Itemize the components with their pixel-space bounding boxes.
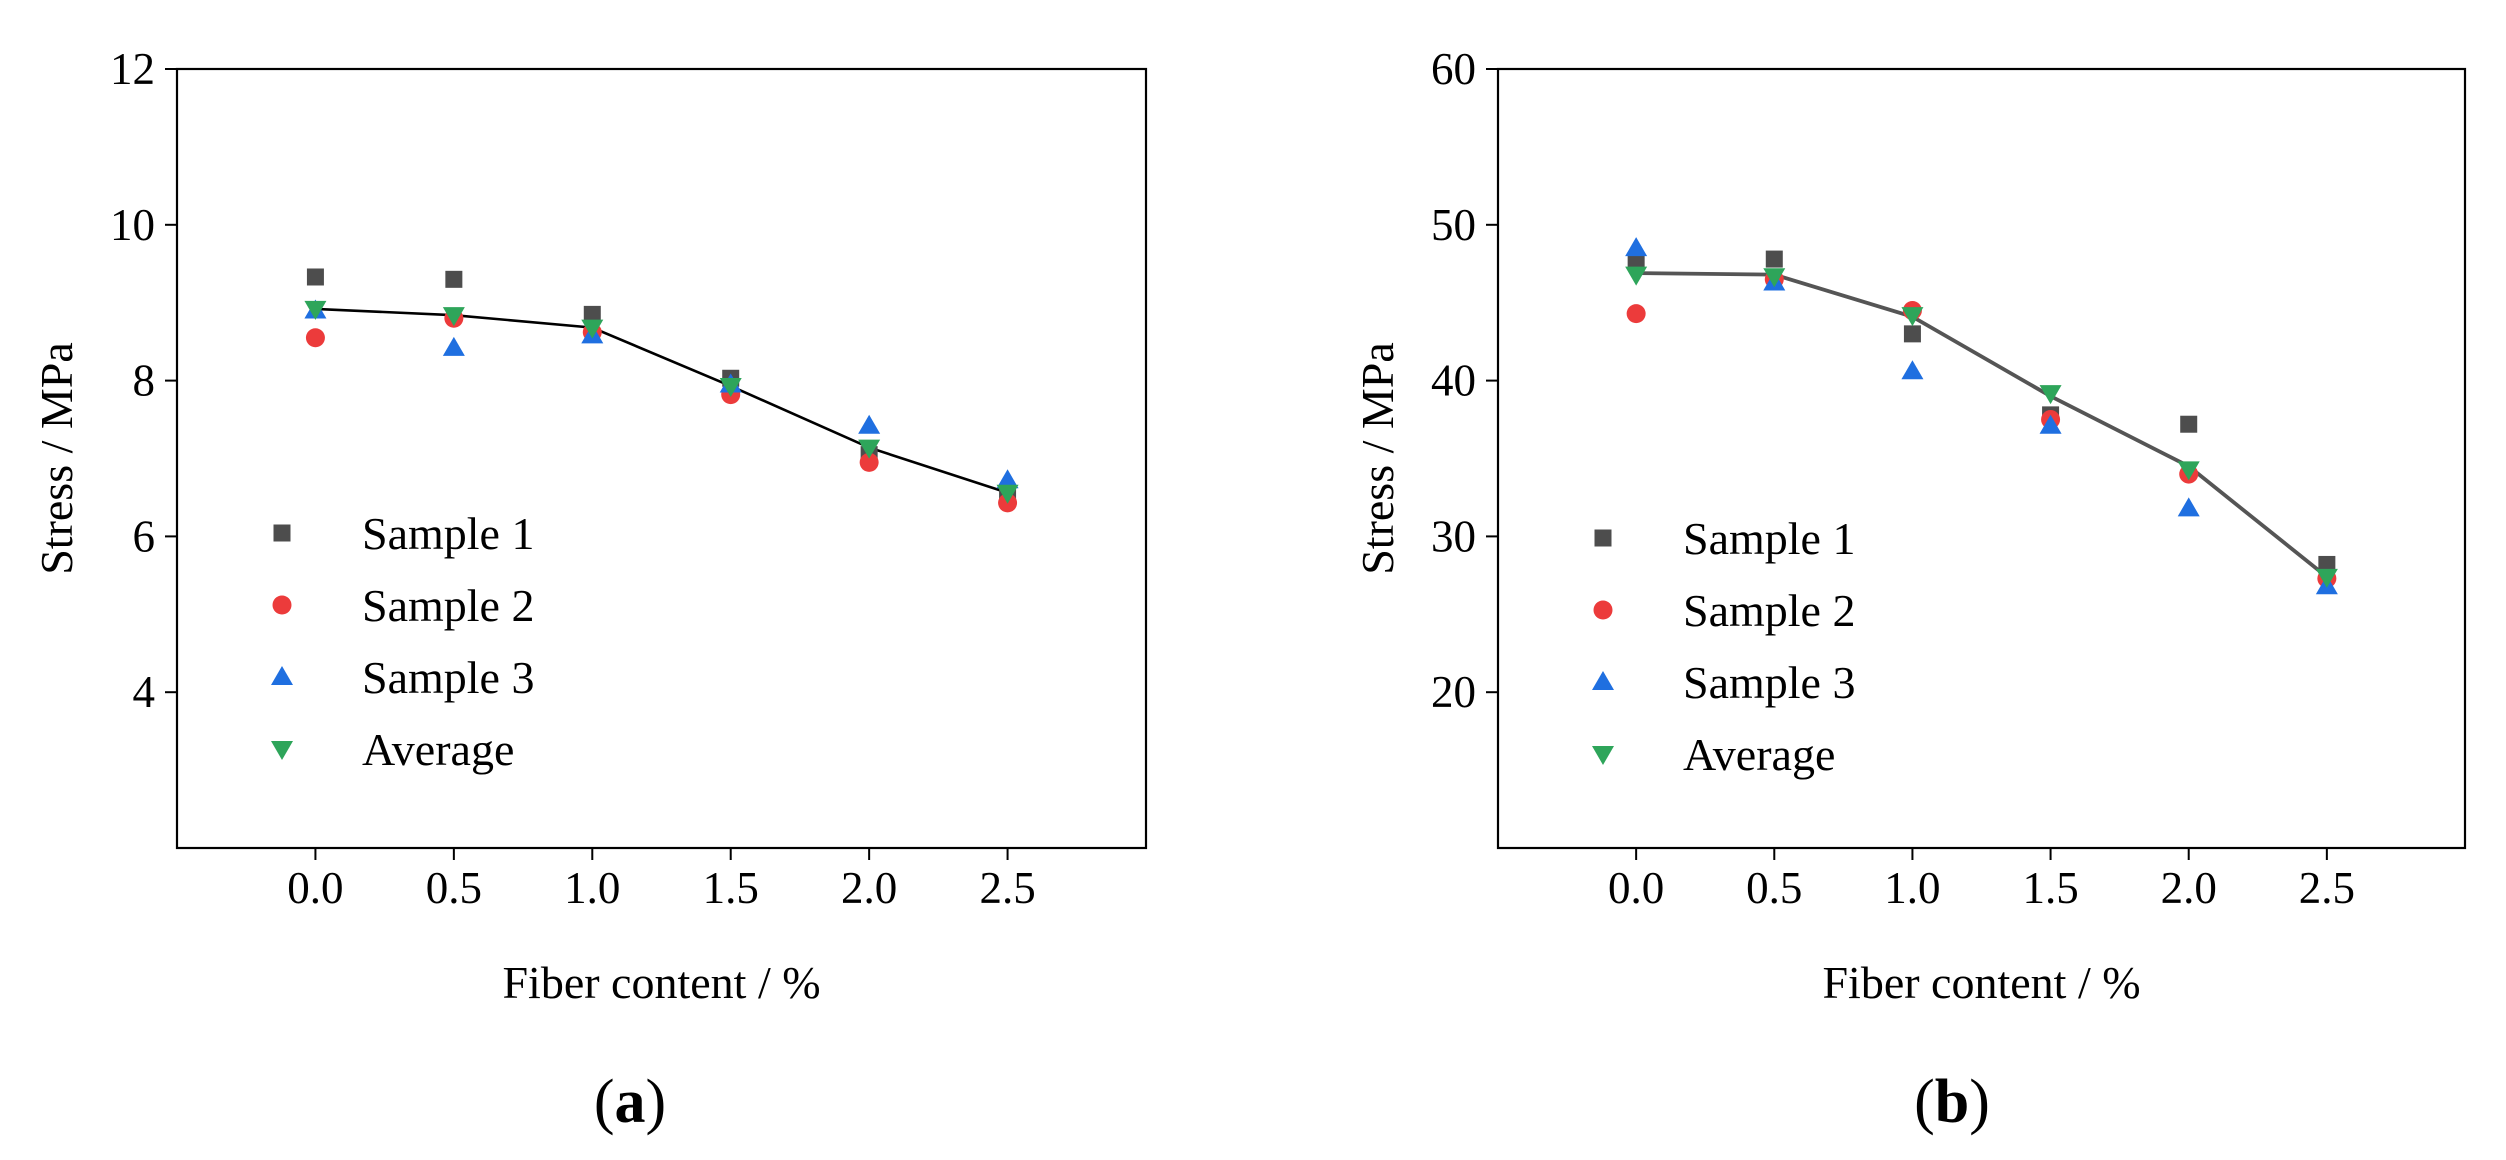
legend-marker: [1592, 746, 1614, 765]
series-sample-2: [305, 308, 1018, 513]
x-axis-title: Fiber content / %: [1822, 957, 2140, 1008]
legend-marker: [1593, 600, 1613, 620]
data-point: [442, 336, 465, 356]
legend-marker: [1594, 529, 1612, 547]
legend-marker: [1592, 671, 1614, 690]
y-tick-label: 20: [1431, 667, 1476, 717]
y-axis-title: Stress / MPa: [1352, 342, 1403, 575]
data-point: [996, 484, 1019, 504]
panel-letter: b: [1935, 1068, 1969, 1136]
x-tick-label: 2.0: [2161, 863, 2217, 913]
x-tick-label: 0.5: [1746, 863, 1802, 913]
data-point: [2177, 461, 2200, 481]
plot-frame: [1496, 67, 2467, 850]
panel-label: (b): [1914, 1068, 1990, 1136]
y-axis-title: Stress / MPa: [31, 342, 82, 575]
y-tick-label: 10: [110, 200, 155, 250]
y-tick-label: 6: [133, 511, 156, 561]
x-tick-label: 1.0: [1884, 863, 1940, 913]
series-average: [1625, 266, 2338, 588]
data-point: [2039, 414, 2062, 434]
data-point: [2180, 415, 2198, 433]
data-point: [2318, 555, 2336, 573]
x-tick-label: 1.5: [2022, 863, 2078, 913]
trend-line: [1636, 271, 2329, 579]
data-point: [306, 268, 324, 286]
data-point: [858, 414, 881, 434]
x-axis-title: Fiber content / %: [502, 957, 820, 1008]
trend-line: [315, 307, 1008, 495]
data-point: [304, 300, 327, 320]
data-point: [858, 439, 881, 459]
plot-frame: [175, 67, 1148, 850]
legend-label: Sample 1: [1683, 513, 1855, 564]
y-tick-label: 8: [133, 356, 156, 406]
data-point: [996, 469, 1019, 489]
x-tick-label: 1.5: [703, 863, 759, 913]
y-tick-label: 30: [1431, 511, 1476, 561]
x-tick-label: 2.5: [979, 863, 1035, 913]
legend-label: Sample 3: [1683, 657, 1855, 708]
data-point: [305, 328, 325, 348]
x-tick-label: 0.0: [287, 863, 343, 913]
data-point: [1901, 307, 1924, 327]
chart-panel-b: 0.0 0.5 1.0 1.5 2.0 2.5 20 30 40 50 60 Fiber conten…: [1352, 44, 2467, 1136]
data-point: [1626, 304, 1646, 324]
legend-marker: [271, 741, 293, 760]
series-sample-3: [304, 299, 1019, 489]
legend-label: Average: [1683, 729, 1835, 780]
data-point: [1903, 325, 1921, 343]
data-point: [583, 305, 601, 323]
x-tick-label: 1.0: [564, 863, 620, 913]
legend-label: Average: [362, 724, 514, 775]
data-point: [859, 452, 879, 472]
series-average: [304, 300, 1019, 504]
legend-label: Sample 3: [362, 652, 534, 703]
panel-letter: a: [615, 1068, 646, 1136]
data-point: [1625, 237, 1648, 257]
legend-label: Sample 2: [1683, 585, 1855, 636]
panel-label: (a): [594, 1068, 666, 1136]
data-point: [1625, 266, 1648, 286]
data-point: [1765, 250, 1783, 268]
data-point: [2315, 568, 2338, 588]
data-point: [719, 378, 742, 398]
x-tick-label: 2.5: [2299, 863, 2355, 913]
data-point: [1763, 268, 1786, 288]
y-tick-label: 50: [1431, 200, 1476, 250]
legend: Sample 1 Sample 2 Sample 3 Average: [271, 508, 534, 775]
series-sample-1: [1627, 250, 2336, 573]
series-sample-1: [306, 268, 1017, 505]
x-tick-label: 0.5: [426, 863, 482, 913]
legend-label: Sample 1: [362, 508, 534, 559]
data-point: [2039, 385, 2062, 405]
legend-marker: [273, 524, 291, 542]
legend-label: Sample 2: [362, 580, 534, 631]
data-point: [2177, 497, 2200, 517]
chart-panel-a: 0.0 0.5 1.0 1.5 2.0 2.5 4 6 8 10 12 Fiber content /…: [31, 44, 1148, 1136]
y-tick-label: 4: [133, 667, 156, 717]
y-tick-label: 40: [1431, 356, 1476, 406]
y-tick-label: 60: [1431, 44, 1476, 94]
legend: Sample 1 Sample 2 Sample 3 Average: [1592, 513, 1855, 780]
data-point: [442, 307, 465, 327]
data-point: [581, 319, 604, 339]
data-point: [1901, 360, 1924, 380]
x-tick-label: 2.0: [841, 863, 897, 913]
legend-marker: [272, 595, 292, 615]
data-point: [445, 270, 463, 288]
data-point: [1627, 253, 1645, 271]
legend-marker: [271, 666, 293, 685]
x-tick-label: 0.0: [1608, 863, 1664, 913]
y-tick-label: 12: [110, 44, 155, 94]
